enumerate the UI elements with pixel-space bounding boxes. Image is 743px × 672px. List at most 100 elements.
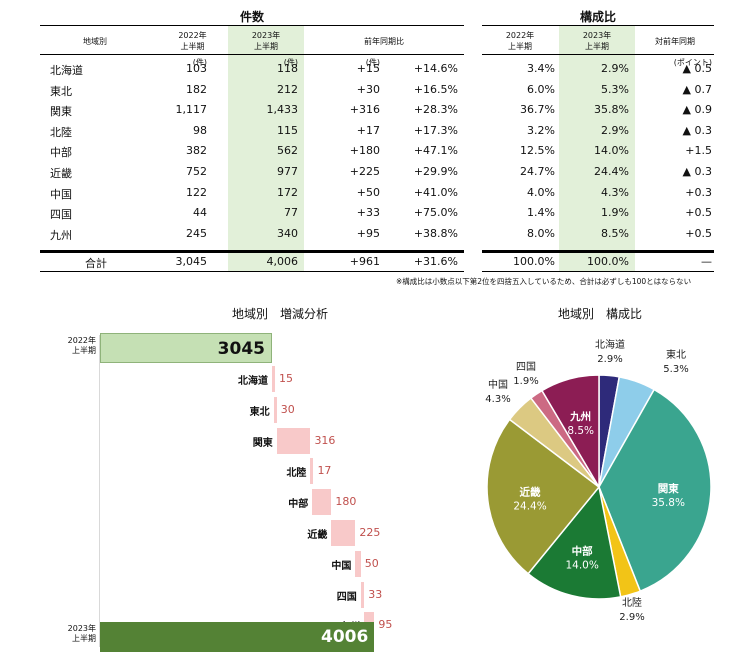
waterfall-end-bar: 4006 [100,622,375,652]
pie-slice [598,388,712,593]
unit-2022: (件) [192,58,207,67]
ratio-diff: — [701,255,712,268]
ratio-2022: 36.7% [520,103,555,117]
ratio-header-2023-line2: 上半期 [585,42,609,51]
pie-slice-value: 5.3% [663,364,688,375]
ratio-2023: 2.9% [601,62,629,75]
count-pct: +14.6% [413,62,458,75]
region-label: 近畿 [50,167,72,180]
region-label: 中国 [50,187,72,201]
ratio-diff: ▲ 0.9 [682,103,712,117]
waterfall-end-label: 2023年 上半期 [50,624,96,644]
ratio-header-2022-line1: 2022年 [505,31,535,40]
pie-slice-value: 1.9% [513,376,538,387]
count-2022: 103 [186,62,207,75]
waterfall-category-label: 中部 [288,499,309,511]
count-2023: 340 [277,226,298,240]
region-label: 四国 [50,208,72,222]
header-2022-line2: 上半期 [180,42,205,51]
waterfall-start-bar: 3045 [100,333,272,363]
count-diff: +316 [349,103,380,117]
waterfall-title: 地域別 増減分析 [231,307,328,321]
waterfall-bar [273,396,277,423]
ratio-header-bottom-line [482,54,714,55]
waterfall-category-label: 中国 [331,560,352,572]
counts-bottom-line [40,271,464,272]
pie-slice-value: 4.3% [485,394,510,405]
header-2023-line2: 上半期 [254,42,278,51]
pie-slice-value: 2.9% [619,612,644,623]
count-2022: 752 [186,165,207,178]
count-pct: +29.9% [413,165,458,178]
counts-total-rule [40,250,464,253]
ratio-2022: 1.4% [527,206,555,220]
waterfall-value-label: 225 [359,526,381,539]
pie-slice-label: 北海道 [595,338,625,351]
ratio-diff: +0.5 [685,226,712,240]
waterfall-category-label: 近畿 [307,530,328,541]
count-pct: +31.6% [413,255,458,268]
header-2022: 2022年 上半期 [155,30,230,52]
region-label: 東北 [50,84,72,98]
count-2022: 3,045 [175,255,208,268]
waterfall-category-label: 関東 [252,437,273,449]
count-2022: 382 [186,144,207,158]
region-label: 九州 [50,228,72,242]
pie-slice [527,485,622,600]
waterfall-category-label: 北海道 [238,376,268,387]
ratio-diff: +0.3 [685,185,712,199]
count-pct: +41.0% [413,185,458,199]
pie-slice-value: 24.4% [513,500,546,512]
waterfall-category-label: 北陸 [286,468,307,480]
pie-slice-label: 九州 [569,410,591,423]
count-pct: +28.3% [413,103,458,117]
waterfall-bar [310,458,314,485]
count-2023: 118 [277,62,298,75]
counts-header-bottom-line [40,54,464,55]
count-2023: 562 [277,144,298,158]
pie-slice-label: 四国 [516,361,536,373]
unit-ratio-yoy: (ポイント) [673,58,712,67]
region-label: 関東 [50,105,72,119]
count-2023: 77 [284,206,298,220]
ratio-2023: 35.8% [594,103,629,117]
ratio-diff: ▲ 0.5 [682,62,712,75]
waterfall-value-label: 33 [368,587,383,601]
ratio-total-rule [482,250,714,253]
table-footnote: ※構成比は小数点以下第2位を四捨五入しているため、合計は必ずしも100とはならな… [396,277,692,286]
ratio-2022: 3.4% [527,62,555,75]
count-2022: 1,117 [175,103,208,117]
pie-slice-value: 14.0% [565,559,598,571]
ratio-2022: 12.5% [520,144,555,158]
ratio-2022: 24.7% [520,165,555,178]
waterfall-value-label: 180 [335,495,357,509]
waterfall-start-label-line2: 上半期 [72,346,96,355]
count-pct: +17.3% [413,123,458,137]
unit-2023: (件) [283,58,298,67]
ratio-2023: 1.9% [601,206,629,220]
waterfall-category-label: 四国 [336,591,357,603]
waterfall-value-label: 17 [317,464,332,478]
waterfall-value-label: 15 [279,372,293,385]
pie-slice-label: 東北 [666,348,686,361]
count-2023: 212 [277,82,298,96]
pie-slice [486,418,601,575]
pie-chart: 北海道 2.9% 東北 5.3% 関東 35.8% 北陸 2.9% 中部 14.0% 近畿 24.4%… [485,338,712,623]
region-label: 北海道 [50,64,83,77]
waterfall-start-label: 2022年 上半期 [50,336,96,356]
ratio-2023: 4.3% [601,185,629,199]
waterfall-end-label-line2: 上半期 [72,634,96,643]
ratio-2023: 14.0% [594,144,629,158]
header-2022-line1: 2022年 [178,31,207,40]
region-label: 北陸 [50,125,72,139]
ratio-2023: 24.4% [594,165,629,178]
count-diff: +17 [356,123,380,137]
ratio-2022: 4.0% [527,185,555,199]
waterfall-bar [331,520,356,546]
pie-slice-label: 中部 [572,544,593,557]
header-region: 地域別 [83,37,107,46]
ratio-2023: 5.3% [601,82,629,96]
count-pct: +38.8% [413,226,458,240]
header-2023-line1: 2023年 [251,31,281,40]
pie-slice-value: 8.5% [567,425,594,437]
